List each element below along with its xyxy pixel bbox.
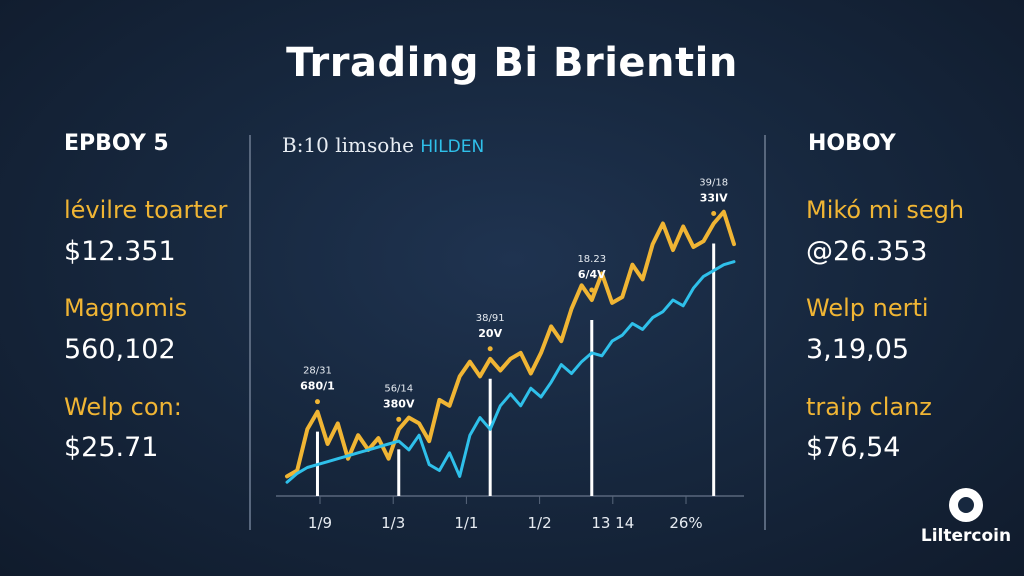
annotation-label-line2: 6/4V xyxy=(578,268,606,281)
annotation-marker xyxy=(711,211,717,217)
annotation-label-line2: 33IV xyxy=(700,192,728,205)
brand-logo: Liltercoin xyxy=(918,488,1014,546)
left-stat-1-value: $12.351 xyxy=(64,236,176,267)
x-tick-label: 1/3 xyxy=(381,514,405,532)
chart-subtitle: B:10 limsohe HILDEN xyxy=(282,133,484,157)
brand-name: Liltercoin xyxy=(920,526,1012,546)
left-stat-3-value: $25.71 xyxy=(64,432,159,463)
annotation-marker xyxy=(487,346,493,352)
annotation-label-line2: 380V xyxy=(383,397,415,410)
x-tick-label: 1/9 xyxy=(308,514,332,532)
left-stat-1-label: lévilre toarter xyxy=(64,196,228,224)
right-stat-1-value: @26.353 xyxy=(806,236,928,267)
right-stat-2-label: Welp nerti xyxy=(806,294,929,322)
right-divider xyxy=(764,135,766,530)
annotation-marker xyxy=(396,416,402,422)
left-stat-2-value: 560,102 xyxy=(64,334,176,365)
left-stat-2-label: Magnomis xyxy=(64,294,188,322)
annotation-label-line1: 39/18 xyxy=(699,178,728,189)
annotation-label-line2: 20V xyxy=(478,327,502,340)
coin-logo-icon xyxy=(949,488,983,522)
left-divider xyxy=(249,135,251,530)
chart-subtitle-text: B:10 limsohe xyxy=(282,133,415,157)
annotation-marker xyxy=(314,399,320,405)
annotation-label-line1: 38/91 xyxy=(476,313,505,324)
left-stat-3-label: Welp con: xyxy=(64,393,182,421)
annotation-label-line1: 18.23 xyxy=(577,254,606,265)
right-stat-2-value: 3,19,05 xyxy=(806,334,910,365)
x-tick-label: 26% xyxy=(669,514,702,532)
series-line-1 xyxy=(285,209,736,479)
left-panel-heading: EPBOY 5 xyxy=(64,131,169,156)
annotation-label-line2: 680/1 xyxy=(300,380,335,393)
series-line-2 xyxy=(285,260,736,484)
chart-subtitle-accent: HILDEN xyxy=(420,137,485,157)
x-tick-label: 13 14 xyxy=(591,514,634,532)
right-stat-3-label: traip clanz xyxy=(806,393,932,421)
annotation-label-line1: 28/31 xyxy=(303,366,332,377)
chart-title: Trrading Bi Brientin xyxy=(286,40,738,86)
right-stat-1-label: Mikó mi segh xyxy=(806,196,965,224)
right-panel-heading: HOBOY xyxy=(808,131,896,156)
right-stat-3-value: $76,54 xyxy=(806,432,901,463)
annotation-label-line1: 56/14 xyxy=(384,383,413,394)
annotation-marker xyxy=(589,287,595,293)
x-tick-label: 1/2 xyxy=(528,514,552,532)
x-tick-label: 1/1 xyxy=(454,514,478,532)
